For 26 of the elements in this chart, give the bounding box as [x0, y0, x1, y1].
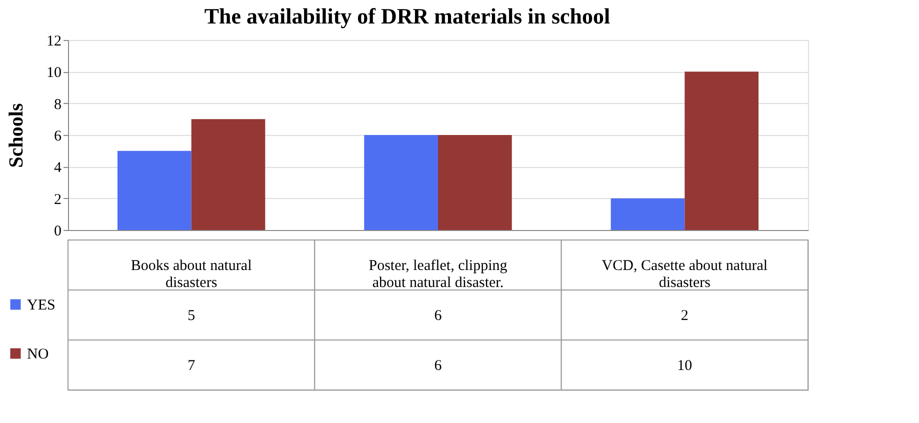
data-label: 5	[188, 308, 196, 324]
y-tick-label: 2	[54, 192, 62, 208]
y-tick-label: 6	[54, 128, 62, 144]
legend-label: YES	[27, 298, 56, 314]
bar	[438, 135, 512, 230]
bar	[191, 119, 266, 230]
bar	[364, 135, 438, 230]
y-tick-label: 12	[46, 34, 62, 50]
y-tick-label: 4	[54, 160, 62, 176]
data-label: 6	[434, 308, 442, 324]
legend-label: NO	[27, 346, 49, 362]
data-label: 6	[434, 358, 442, 374]
y-tick-label: 10	[46, 65, 62, 82]
x-tick-label: Books about natural disasters	[130, 258, 252, 291]
y-tick-label: 8	[54, 96, 62, 113]
y-axis-title: Schools	[6, 103, 28, 168]
x-tick-label: Poster, leaflet, clipping about natural disaster.	[368, 258, 508, 291]
chart-title: The availability of DRR materials in school	[204, 4, 610, 28]
bar	[684, 72, 759, 230]
data-label: 10	[677, 358, 692, 374]
x-tick-label: VCD, Casette about natural disasters	[602, 258, 768, 291]
bar	[610, 198, 685, 230]
bar	[117, 150, 192, 230]
data-label: 7	[188, 358, 196, 374]
data-label: 2	[680, 308, 688, 324]
y-tick-label: 0	[54, 224, 62, 240]
